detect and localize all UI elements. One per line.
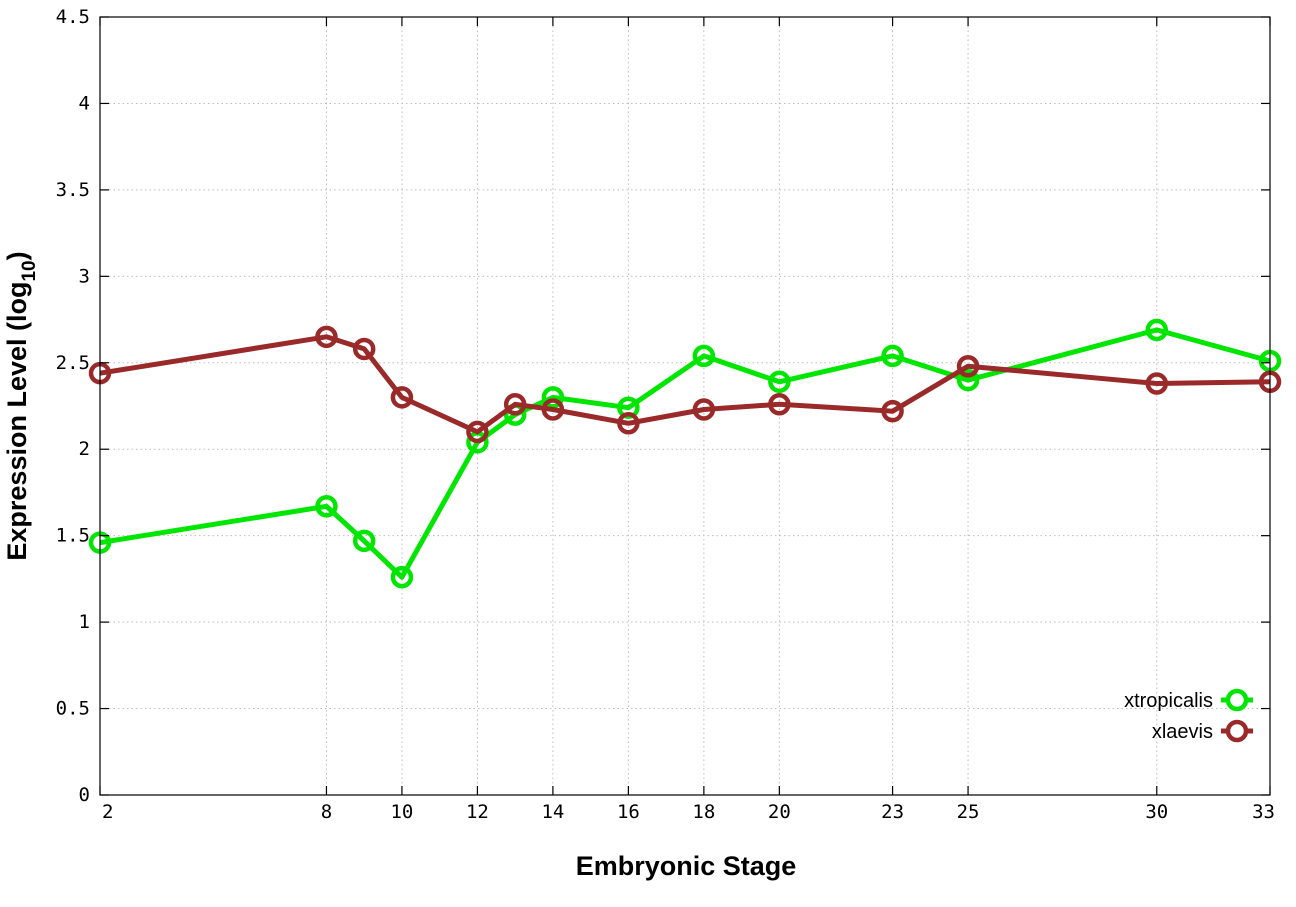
data-point-xlaevis — [352, 337, 376, 361]
y-tick-label: 4.5 — [56, 6, 90, 28]
y-tick-label: 0 — [79, 784, 90, 806]
grid-lines — [100, 17, 1270, 795]
data-point-xlaevis — [390, 386, 414, 409]
x-tick-label: 25 — [957, 801, 980, 823]
legend-marker-xlaevis — [1225, 719, 1249, 743]
y-tick-label: 0.5 — [56, 698, 90, 720]
data-point-xlaevis — [541, 398, 565, 421]
y-axis-title-subscript: 10 — [19, 260, 40, 281]
legend-marker-xtropicalis — [1225, 688, 1249, 712]
series-line-xlaevis — [99, 334, 1271, 435]
data-point-xlaevis — [466, 420, 489, 444]
x-axis-title: Embryonic Stage — [576, 851, 797, 881]
data-point-xtropicalis — [956, 368, 980, 392]
x-tick-label: 12 — [466, 801, 489, 823]
data-point-xtropicalis — [315, 495, 338, 518]
x-tick-label: 20 — [768, 801, 791, 823]
y-tick-label: 2 — [79, 438, 90, 460]
data-point-xtropicalis — [768, 370, 791, 394]
legend-label-xtropicalis: xtropicalis — [1124, 690, 1213, 712]
series-line-xtropicalis — [99, 327, 1271, 580]
plot-frame — [99, 16, 1271, 796]
data-point-xlaevis — [617, 412, 640, 435]
x-tick-label: 10 — [390, 801, 413, 823]
data-point-xlaevis — [692, 398, 716, 421]
data-point-xtropicalis — [390, 565, 414, 589]
x-tick-label: 33 — [1252, 801, 1275, 823]
y-tick-label: 3 — [79, 265, 90, 287]
data-point-xlaevis — [768, 393, 791, 416]
x-axis-tick-labels: 2 8 10 12 14 16 18 20 23 25 30 33 — [102, 801, 1275, 823]
axis-ticks — [99, 16, 1271, 796]
data-point-xtropicalis — [881, 344, 904, 368]
x-tick-label: 30 — [1145, 801, 1168, 823]
data-point-xtropicalis — [617, 396, 640, 419]
y-tick-label: 2.5 — [56, 352, 90, 374]
data-point-xlaevis — [881, 399, 904, 423]
data-point-xlaevis — [503, 393, 527, 416]
data-point-xlaevis — [956, 354, 980, 378]
y-tick-label: 1 — [79, 611, 90, 633]
data-point-xlaevis — [1145, 372, 1169, 395]
y-axis-tick-labels: 0 0.5 1 1.5 2 2.5 3 3.5 4 4.5 — [56, 6, 90, 806]
data-point-xtropicalis — [352, 529, 376, 553]
y-axis-title: Expression Level (log10) — [2, 251, 40, 560]
y-axis-title-main: Expression Level (log — [2, 282, 32, 561]
series-layer — [88, 318, 1282, 589]
x-tick-label: 16 — [617, 801, 640, 823]
x-tick-label: 8 — [321, 801, 332, 823]
x-tick-label: 23 — [881, 801, 904, 823]
x-tick-label: 14 — [541, 801, 564, 823]
legend-label-xlaevis: xlaevis — [1152, 721, 1213, 743]
y-axis-title-close: ) — [2, 251, 32, 260]
legend: xtropicalis xlaevis — [1124, 688, 1253, 743]
y-tick-label: 4 — [79, 92, 90, 114]
x-tick-label: 18 — [692, 801, 715, 823]
data-point-xtropicalis — [1145, 318, 1169, 342]
y-tick-label: 1.5 — [56, 525, 90, 547]
x-tick-label: 2 — [102, 801, 113, 823]
data-point-xtropicalis — [541, 386, 565, 409]
data-point-xtropicalis — [692, 344, 716, 368]
y-tick-label: 3.5 — [56, 179, 90, 201]
data-point-xlaevis — [315, 325, 338, 349]
